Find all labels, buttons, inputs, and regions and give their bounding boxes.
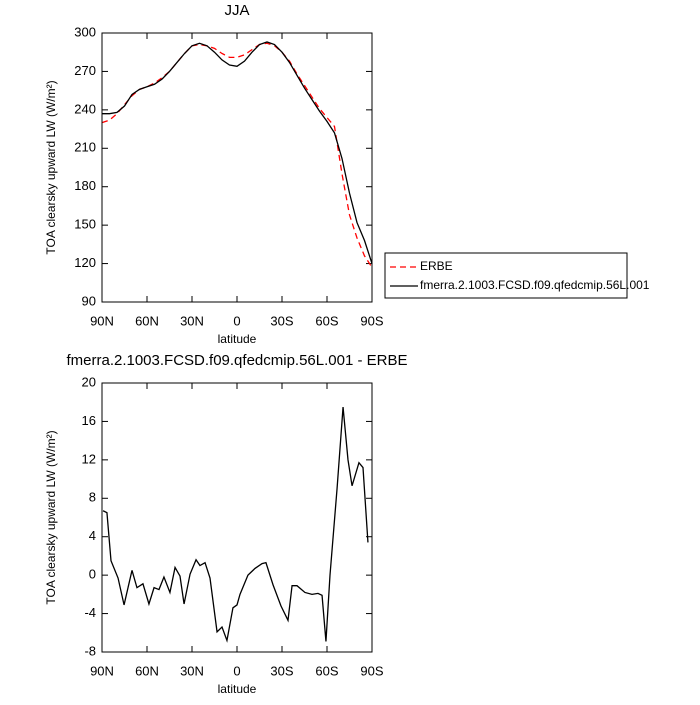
x-tick-label: 0: [233, 313, 240, 328]
y-tick-label: 300: [74, 24, 96, 39]
x-tick-label: 90N: [90, 663, 114, 678]
chart-title: JJA: [224, 2, 249, 19]
y-tick-label: 180: [74, 178, 96, 193]
y-tick-label: 20: [82, 374, 96, 389]
y-tick-label: -4: [84, 605, 96, 620]
data-line: [102, 406, 369, 643]
x-tick-label: 30S: [270, 663, 293, 678]
y-tick-label: 150: [74, 217, 96, 232]
chart-title: fmerra.2.1003.FCSD.f09.qfedcmip.56L.001 …: [66, 352, 407, 369]
x-tick-label: 30S: [270, 313, 293, 328]
y-tick-label: 210: [74, 140, 96, 155]
y-tick-label: 120: [74, 255, 96, 270]
y-axis-label: TOA clearsky upward LW (W/m²): [44, 80, 58, 254]
y-tick-label: 90: [82, 293, 96, 308]
y-tick-label: 0: [89, 567, 96, 582]
y-tick-label: 240: [74, 101, 96, 116]
x-tick-label: 60N: [135, 663, 159, 678]
y-tick-label: 8: [89, 490, 96, 505]
data-line: [101, 42, 373, 268]
x-tick-label: 60N: [135, 313, 159, 328]
x-tick-label: 90S: [360, 663, 383, 678]
legend-label: fmerra.2.1003.FCSD.f09.qfedcmip.56L.001: [420, 278, 650, 292]
x-tick-label: 60S: [315, 313, 338, 328]
data-line: [102, 41, 373, 264]
y-tick-label: -8: [84, 643, 96, 658]
y-tick-label: 16: [82, 413, 96, 428]
x-tick-label: 30N: [180, 313, 204, 328]
x-tick-label: 30N: [180, 663, 204, 678]
x-tick-label: 90S: [360, 313, 383, 328]
y-axis-label: TOA clearsky upward LW (W/m²): [44, 430, 58, 604]
y-tick-label: 12: [82, 451, 96, 466]
x-axis-label: latitude: [218, 332, 257, 346]
y-tick-label: 4: [89, 528, 96, 543]
x-tick-label: 0: [233, 663, 240, 678]
plot-frame: [101, 382, 373, 653]
plot-frame: [101, 32, 373, 303]
x-tick-label: 60S: [315, 663, 338, 678]
y-tick-label: 270: [74, 63, 96, 78]
legend-label: ERBE: [420, 259, 453, 273]
x-axis-label: latitude: [218, 682, 257, 696]
x-tick-label: 90N: [90, 313, 114, 328]
legend-box: [384, 252, 628, 299]
